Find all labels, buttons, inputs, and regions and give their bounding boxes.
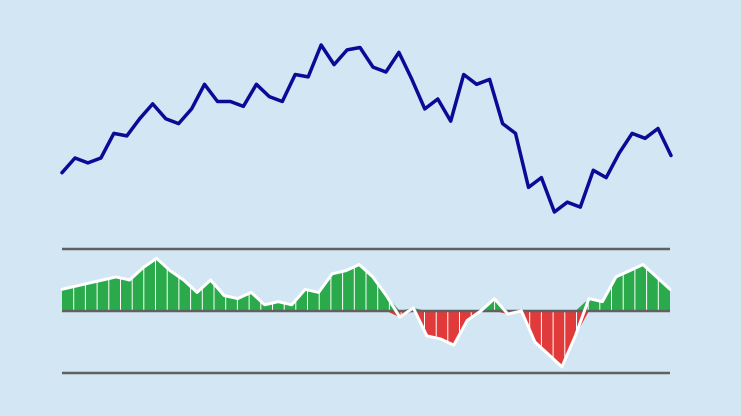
price-panel	[60, 43, 673, 214]
price-line	[60, 43, 673, 214]
oscillator-panel	[60, 247, 672, 375]
oscillator-negative-area	[62, 311, 670, 367]
oscillator-outline	[60, 256, 672, 369]
